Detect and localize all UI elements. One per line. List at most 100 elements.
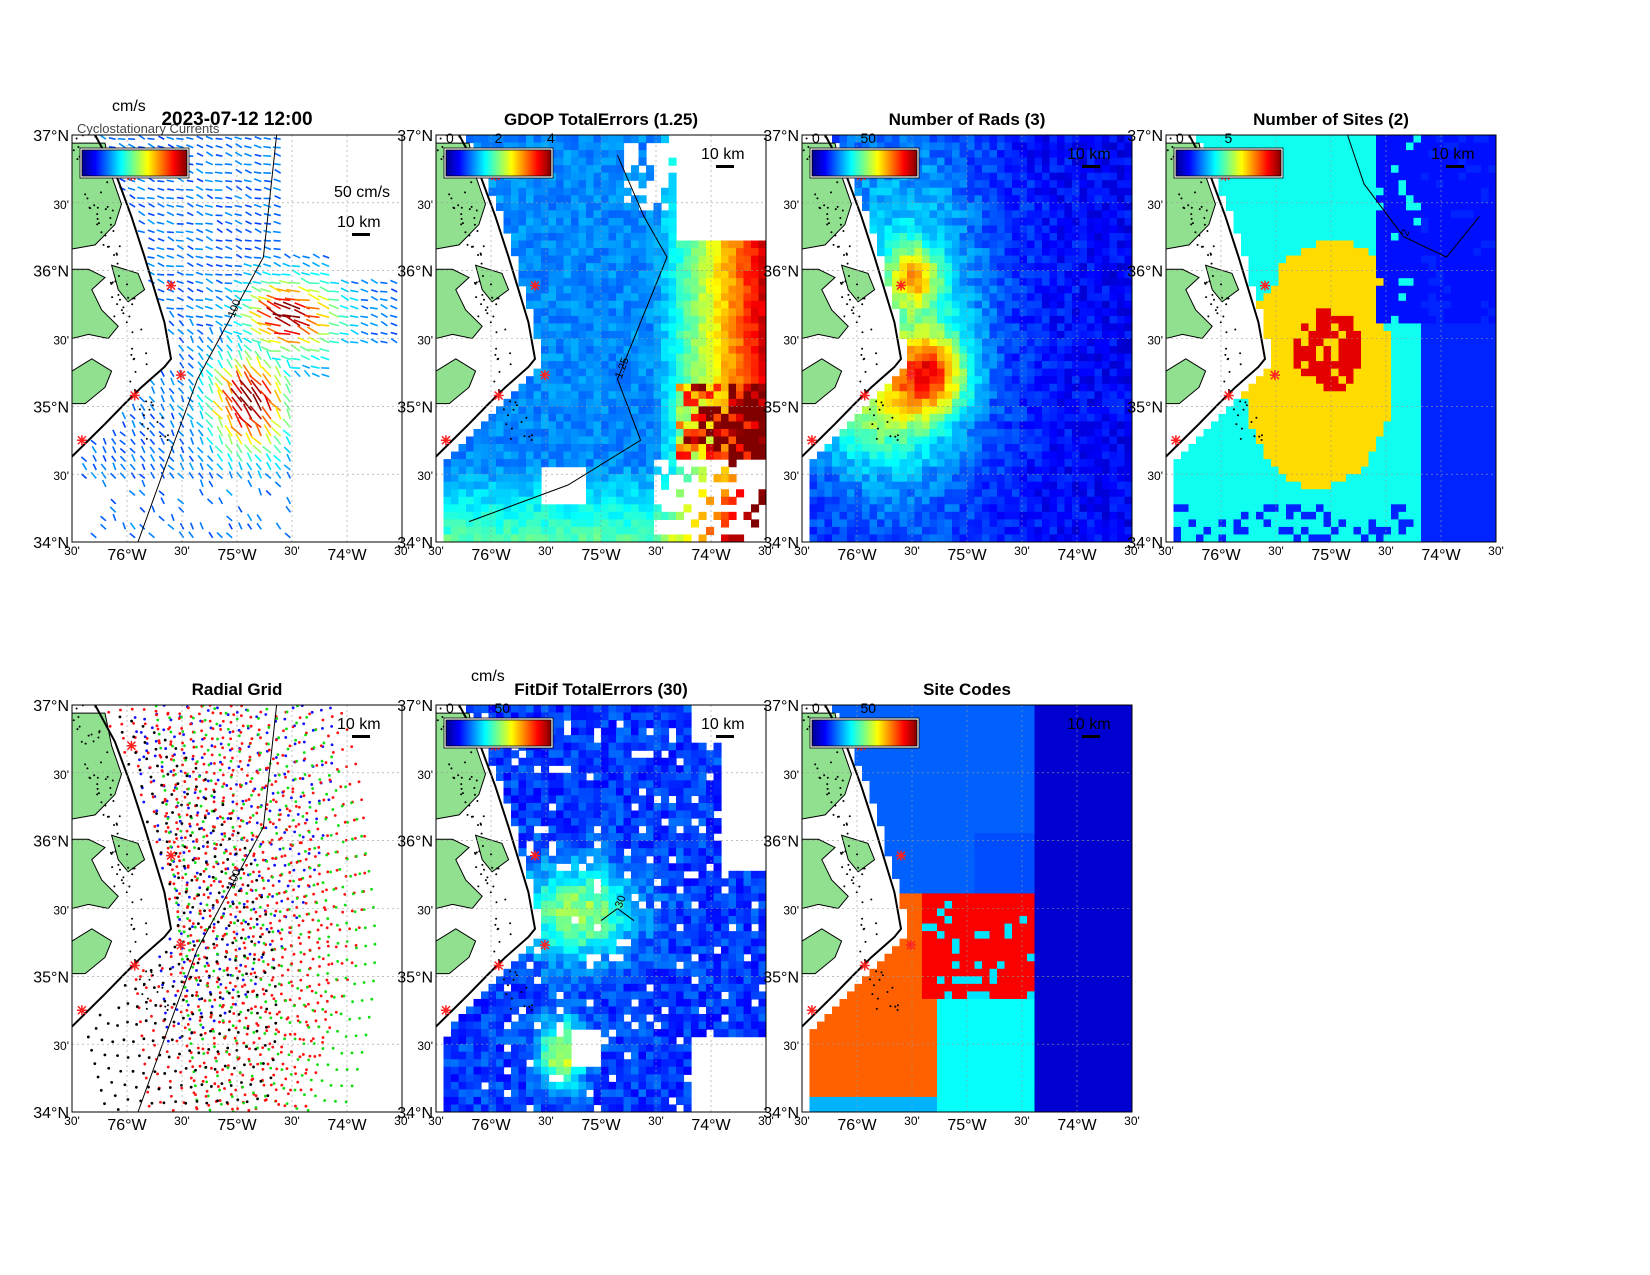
map-area: 1.25 — [436, 135, 766, 542]
scale-bar-label: 10 km — [337, 716, 381, 733]
contour-line — [1347, 135, 1480, 258]
lat-tick-label: 36°N — [33, 834, 69, 851]
site-markers — [440, 170, 550, 446]
lat-tick-label: 35°N — [1127, 399, 1163, 416]
lat-tick-label: 35°N — [397, 399, 433, 416]
lat-tick-label: 30' — [53, 1039, 69, 1053]
colorbar-tick: 2 — [495, 130, 503, 146]
lat-tick-label: 37°N — [33, 128, 69, 145]
colorbar — [81, 149, 188, 177]
lon-tick-label: 30' — [794, 544, 810, 558]
lon-tick-label: 30' — [284, 544, 300, 558]
coastline — [72, 135, 173, 458]
map-frame — [71, 134, 403, 543]
units-label: cm/s — [471, 668, 505, 685]
lon-tick-label: 30' — [174, 544, 190, 558]
land — [72, 712, 146, 975]
lon-tick-label: 30' — [1014, 1114, 1030, 1128]
site-markers — [76, 740, 186, 1016]
lon-tick-label: 74°W — [327, 547, 367, 564]
radial-grid-points — [86, 705, 377, 1112]
lon-tick-label: 76°W — [107, 1117, 147, 1134]
lat-tick-label: 30' — [417, 768, 433, 782]
scale-bar — [1082, 165, 1100, 168]
lat-tick-label: 37°N — [1127, 128, 1163, 145]
lat-tick-label: 34°N — [397, 1105, 433, 1122]
coast-stipple — [436, 705, 533, 1011]
colorbar — [811, 719, 918, 747]
lon-tick-label: 30' — [648, 544, 664, 558]
lon-tick-label: 76°W — [471, 547, 511, 564]
site-marker-icon — [440, 435, 451, 446]
lon-tick-label: 74°W — [1057, 1117, 1097, 1134]
lat-tick-label: 30' — [783, 768, 799, 782]
lon-tick-label: 30' — [1488, 544, 1504, 558]
land — [802, 712, 876, 975]
lon-tick-label: 30' — [394, 544, 410, 558]
scale-bar-label: 10 km — [337, 214, 381, 231]
lon-tick-label: 30' — [64, 1114, 80, 1128]
graticule — [802, 705, 1132, 1112]
coastline — [436, 705, 537, 1028]
field-cells — [1173, 135, 1496, 542]
coastline — [72, 705, 173, 1028]
site-marker-icon — [530, 850, 540, 861]
colorbar-tick: 4 — [547, 130, 555, 146]
lon-tick-label: 30' — [758, 544, 774, 558]
lat-tick-label: 34°N — [763, 535, 799, 552]
lat-tick-label: 36°N — [1127, 264, 1163, 281]
lat-tick-label: 30' — [783, 469, 799, 483]
map-frame — [435, 704, 767, 1113]
lat-tick-label: 34°N — [763, 1105, 799, 1122]
lat-tick-label: 36°N — [397, 834, 433, 851]
colorbar-tick: 0 — [812, 130, 820, 146]
lat-tick-label: 30' — [783, 1039, 799, 1053]
scale-bar — [352, 233, 370, 236]
lon-tick-label: 30' — [428, 1114, 444, 1128]
lat-tick-label: 30' — [417, 469, 433, 483]
lon-tick-label: 75°W — [947, 1117, 987, 1134]
lon-tick-label: 76°W — [837, 547, 877, 564]
map-area: 100 — [72, 135, 402, 542]
site-marker-icon — [539, 940, 550, 951]
graticule — [72, 135, 402, 542]
current-vectors — [80, 135, 398, 539]
map-area: 30 — [436, 705, 766, 1112]
lon-tick-label: 30' — [1158, 544, 1174, 558]
map-frame — [801, 134, 1133, 543]
lon-tick-label: 30' — [1268, 544, 1284, 558]
contour-label: 2 — [1399, 228, 1412, 238]
lon-tick-label: 75°W — [581, 1117, 621, 1134]
lat-tick-label: 30' — [1147, 469, 1163, 483]
site-marker-icon — [166, 280, 176, 291]
graticule — [436, 135, 766, 542]
lat-tick-label: 30' — [53, 334, 69, 348]
colorbar — [811, 149, 918, 177]
site-marker-icon — [806, 1005, 817, 1016]
lon-tick-label: 75°W — [217, 547, 257, 564]
lon-tick-label: 75°W — [581, 547, 621, 564]
panel-title: Number of Sites (2) — [1253, 110, 1409, 129]
lat-tick-label: 35°N — [33, 969, 69, 986]
colorbar-tick: 5 — [1225, 130, 1233, 146]
site-marker-icon — [493, 390, 504, 401]
graticule — [1166, 135, 1496, 542]
lon-tick-label: 30' — [1124, 544, 1140, 558]
lat-tick-label: 35°N — [397, 969, 433, 986]
lon-tick-label: 30' — [538, 1114, 554, 1128]
colorbar-tick: 50 — [495, 700, 511, 716]
map-area — [802, 135, 1132, 542]
lon-tick-label: 30' — [538, 544, 554, 558]
units-label: cm/s — [112, 98, 146, 115]
site-marker-icon — [896, 280, 906, 291]
panel-title: Number of Rads (3) — [889, 110, 1046, 129]
colorbar — [1175, 149, 1282, 177]
contour-line — [468, 155, 668, 523]
panel-title: Radial Grid — [192, 680, 283, 699]
colorbar-tick: 0 — [446, 130, 454, 146]
lon-tick-label: 30' — [64, 544, 80, 558]
panel-gdop: 1.250 2 410 km37°N30'36°N30'35°N30'34°N30'… — [397, 110, 774, 564]
